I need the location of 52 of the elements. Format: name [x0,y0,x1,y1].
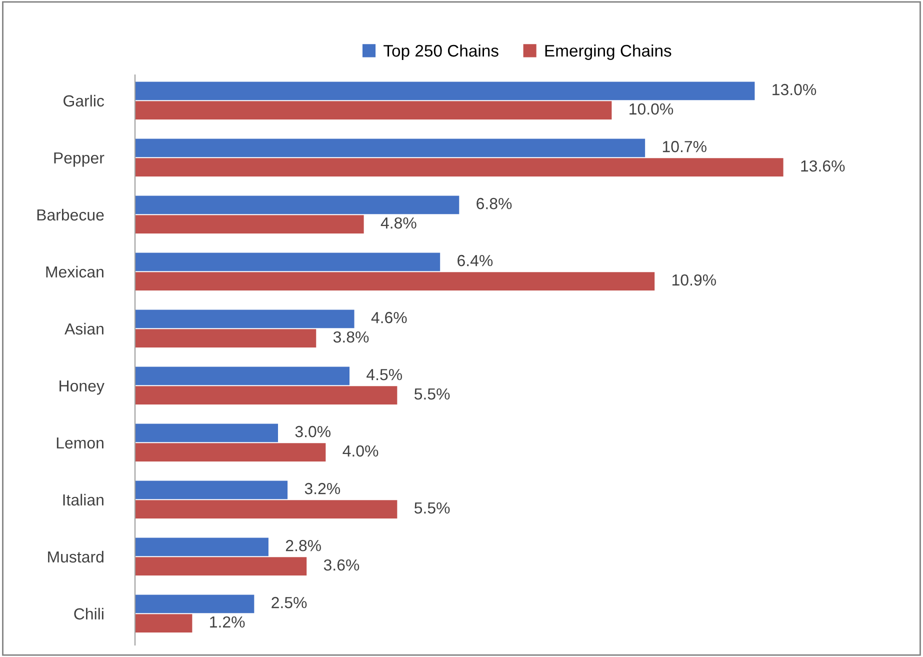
bar [135,82,755,100]
bar [135,138,646,158]
y-tick-label: Barbecue [37,208,104,221]
data-label: 4.8% [380,217,416,229]
data-label: 6.4% [458,254,493,266]
data-label: 3.6% [324,559,360,571]
bar [135,329,316,348]
data-label: 2.8% [286,540,321,552]
bar [135,272,655,291]
y-tick-label: Honey [60,380,104,395]
data-label: 3.2% [304,482,340,494]
y-tick-label: Pepper [54,152,104,167]
data-label: 4.6% [371,312,407,324]
data-label: 3.8% [333,331,369,343]
data-label: 13.6% [801,160,845,172]
bar [135,480,288,500]
bar [135,424,278,442]
data-label: 5.5% [414,502,450,514]
y-tick-label: Lemon [56,437,104,449]
y-tick-label: Mexican [46,266,104,278]
bar [135,443,326,462]
legend-label: Top 250 Chains [384,44,498,60]
data-label: 2.5% [272,596,307,608]
bar [135,538,268,556]
data-label: 10.9% [672,274,716,286]
bar [135,594,254,614]
data-label: 1.2% [210,616,245,628]
bar [135,310,354,328]
y-tick-label: Italian [63,494,104,506]
y-tick-label: Chili [74,608,104,620]
bar [135,386,398,405]
y-tick-label: Asian [64,322,104,335]
data-label: 6.8% [476,198,512,210]
data-label: 13.0% [772,84,816,96]
bar [135,215,364,234]
data-label: 4.5% [366,369,402,380]
bar [135,158,784,177]
bar [135,101,612,120]
y-tick-label: Mustard [48,550,104,563]
bar [135,557,307,576]
data-label: 3.0% [295,426,331,438]
data-label: 5.5% [414,388,450,400]
bar [135,252,440,272]
y-tick-label: Garlic [64,94,104,107]
data-label: 4.0% [342,445,378,457]
data-label: 10.7% [662,140,706,152]
bar [135,366,350,386]
legend-label: Emerging Chains [545,44,672,60]
data-label: 10.0% [630,103,674,115]
bar [135,500,398,519]
bar [135,196,460,214]
bar [135,614,192,633]
